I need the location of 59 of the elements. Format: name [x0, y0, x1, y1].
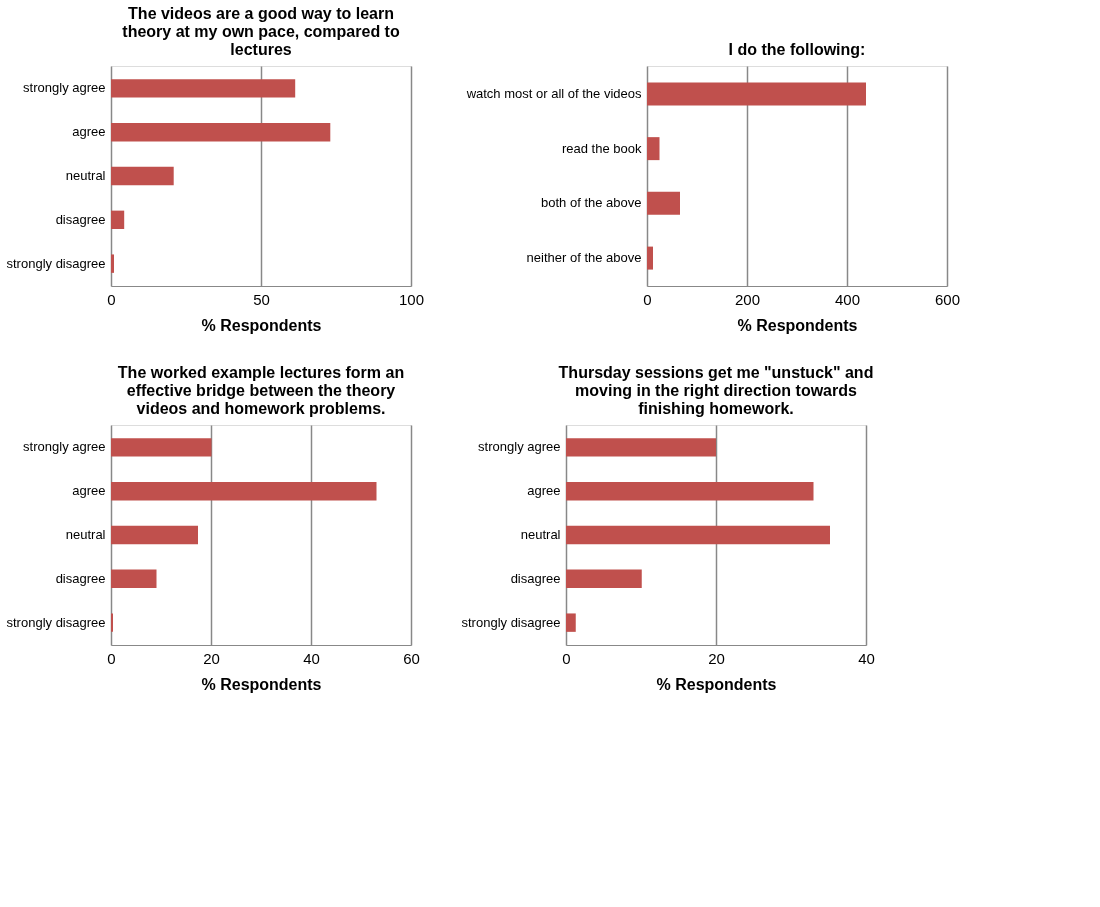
x-tick-label: 20	[203, 649, 220, 667]
y-tick-label: strongly disagree	[6, 255, 106, 271]
y-tick-label: strongly agree	[478, 439, 561, 455]
bar	[111, 210, 125, 230]
y-tick-label: strongly agree	[23, 439, 106, 455]
y-tick-label: strongly agree	[23, 80, 106, 96]
y-tick-label: neutral	[65, 168, 106, 183]
y-tick-label: neutral	[65, 527, 106, 542]
y-tick-label: strongly disagree	[461, 614, 561, 630]
bar	[566, 613, 576, 632]
bar	[111, 525, 198, 545]
bar	[566, 438, 716, 457]
y-tick-label: agree	[527, 483, 561, 499]
y-tick-label: agree	[72, 124, 106, 140]
x-axis-title: % Respondents	[737, 316, 858, 334]
x-tick-label: 600	[934, 290, 961, 308]
bar	[111, 254, 114, 273]
x-tick-label: 0	[643, 290, 652, 308]
x-tick-label: 20	[708, 649, 725, 667]
x-tick-label: 0	[107, 290, 116, 308]
x-tick-label: 40	[858, 649, 875, 667]
bar	[566, 525, 830, 545]
x-axis-title: % Respondents	[201, 316, 322, 334]
bar	[111, 166, 174, 186]
bar	[111, 481, 377, 501]
bar	[111, 122, 331, 142]
x-tick-label: 200	[734, 290, 761, 308]
x-tick-label: 0	[562, 649, 571, 667]
x-axis-title: % Respondents	[656, 675, 777, 693]
y-tick-label: watch most or all of the videos	[465, 85, 642, 101]
y-tick-label: disagree	[55, 211, 106, 227]
bar	[647, 82, 866, 106]
bar	[566, 569, 642, 589]
x-tick-label: 400	[834, 290, 861, 308]
bar	[111, 438, 212, 457]
bar	[647, 137, 660, 161]
x-tick-label: 0	[107, 649, 116, 667]
chart-title: The videos are a good way to learn theory at my own pace, compared to lectures	[122, 5, 400, 58]
bar	[647, 246, 653, 270]
chart-title: Thursday sessions get me "unstuck" and moving in the right direction towards finishing homework.	[558, 364, 874, 417]
x-tick-label: 40	[303, 649, 320, 667]
y-tick-label: disagree	[510, 570, 561, 586]
y-tick-label: read the book	[561, 140, 642, 156]
y-tick-label: neutral	[520, 527, 561, 542]
bar	[111, 569, 157, 589]
y-tick-label: neither of the above	[526, 250, 642, 266]
x-tick-label: 50	[253, 290, 270, 308]
y-tick-label: disagree	[55, 570, 106, 586]
chart-title: The worked example lectures form an effective bridge between the theory videos and homework problems.	[117, 364, 405, 417]
y-tick-label: agree	[72, 483, 106, 499]
bar	[111, 79, 296, 98]
x-tick-label: 100	[398, 290, 425, 308]
x-axis-title: % Respondents	[201, 675, 322, 693]
chart-title: I do the following:	[728, 41, 866, 58]
bar	[647, 191, 680, 215]
y-tick-label: strongly disagree	[6, 614, 106, 630]
bar	[566, 481, 814, 501]
x-tick-label: 60	[403, 649, 420, 667]
y-tick-label: both of the above	[541, 195, 642, 211]
